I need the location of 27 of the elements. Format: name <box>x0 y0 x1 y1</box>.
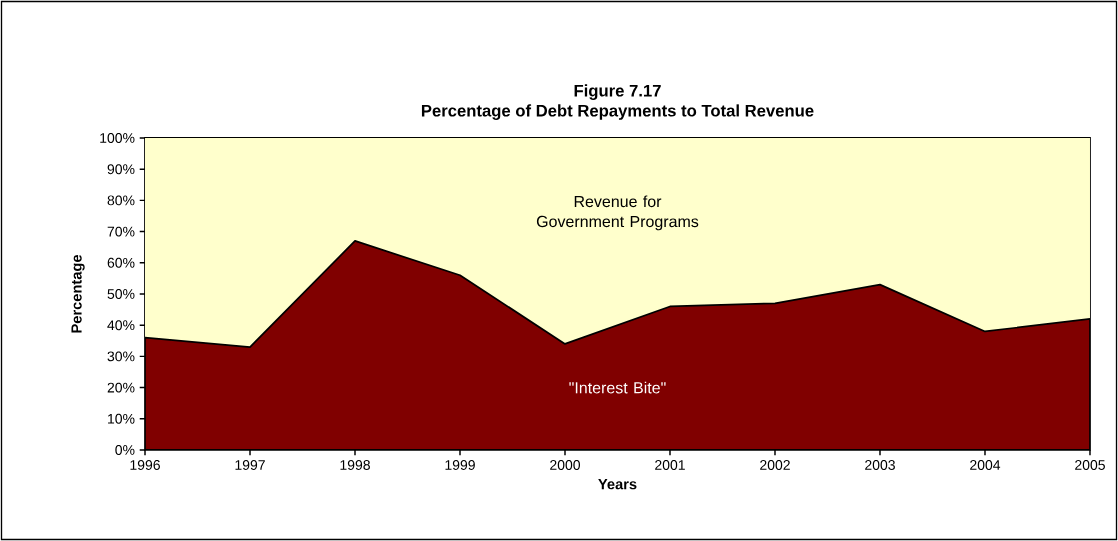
x-tick-label: 2001 <box>655 460 685 470</box>
y-tick-label: 10% <box>108 413 135 424</box>
y-tick-label: 70% <box>107 226 135 237</box>
series-label: Revenue for Government Programs <box>536 195 699 231</box>
y-tick-label: 30% <box>107 351 135 362</box>
y-tick-label: 40% <box>107 320 135 331</box>
y-tick-label: 80% <box>107 195 135 206</box>
series-label: "Interest Bite" <box>569 381 666 394</box>
x-tick-label: 2002 <box>760 460 790 470</box>
y-axis-title: Percentage <box>71 254 85 333</box>
chart-title: Figure 7.17 <box>574 84 661 100</box>
x-tick-label: 1996 <box>130 460 160 470</box>
x-tick-label: 2000 <box>550 460 581 470</box>
y-tick-label: 100% <box>100 133 135 143</box>
x-axis-title: Years <box>598 479 637 490</box>
x-tick-label: 2004 <box>970 460 1001 470</box>
chart-subtitle: Percentage of Debt Repayments to Total Revenue <box>421 104 814 120</box>
x-tick-label: 1998 <box>340 460 370 470</box>
y-tick-label: 90% <box>107 164 135 175</box>
x-tick-label: 2005 <box>1075 460 1105 470</box>
y-tick-label: 0% <box>115 445 135 455</box>
x-tick-label: 1997 <box>235 460 265 470</box>
x-tick-label: 1999 <box>445 460 475 470</box>
y-tick-label: 60% <box>107 257 135 268</box>
x-tick-label: 2003 <box>865 460 895 470</box>
y-tick-label: 50% <box>107 289 135 299</box>
y-tick-label: 20% <box>107 382 135 393</box>
